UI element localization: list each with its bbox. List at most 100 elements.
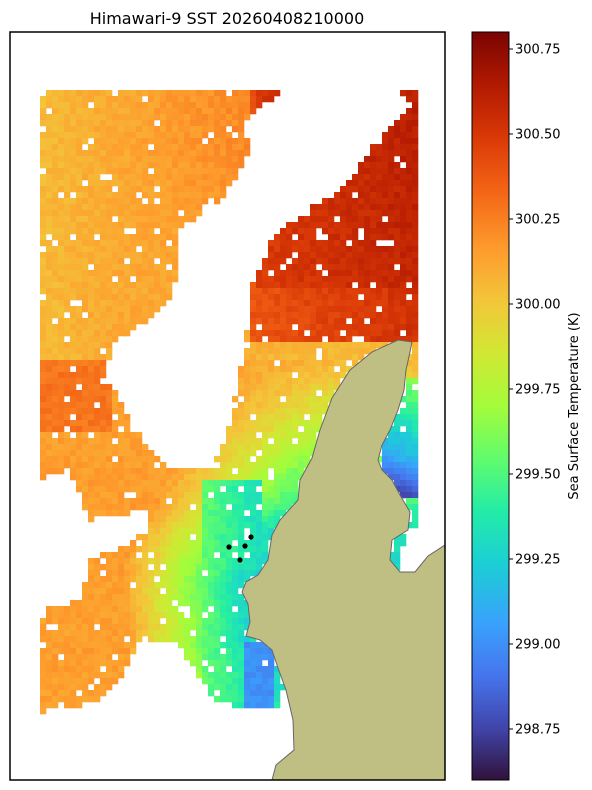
sst-cell: [394, 558, 401, 565]
sst-cell: [268, 690, 275, 697]
sst-cell: [142, 180, 149, 187]
sst-cell: [340, 264, 347, 271]
sst-cell: [52, 138, 59, 145]
sst-cell: [382, 180, 389, 187]
sst-cell: [46, 222, 53, 229]
sst-cell: [352, 276, 359, 283]
sst-cell: [52, 228, 59, 235]
sst-cell: [52, 366, 59, 373]
sst-cell: [106, 120, 113, 127]
sst-cell: [106, 636, 113, 643]
sst-cell: [184, 174, 191, 181]
sst-cell: [394, 426, 401, 433]
sst-cell: [172, 540, 179, 547]
sst-cell: [112, 612, 119, 619]
sst-cell: [220, 180, 227, 187]
sst-cell: [262, 444, 269, 451]
sst-cell: [298, 420, 305, 427]
sst-cell: [406, 438, 413, 445]
sst-cell: [106, 630, 113, 637]
sst-cell: [40, 684, 47, 691]
sst-cell: [286, 444, 293, 451]
sst-cell: [274, 402, 281, 409]
sst-cell: [58, 330, 65, 337]
sst-cell: [172, 474, 179, 481]
sst-cell: [178, 540, 185, 547]
sst-cell: [196, 516, 203, 523]
sst-cell: [82, 120, 89, 127]
sst-cell: [232, 486, 239, 493]
sst-cell: [388, 252, 395, 259]
sst-cell: [46, 606, 53, 613]
sst-cell: [310, 252, 317, 259]
sst-cell: [58, 102, 65, 109]
sst-cell: [364, 270, 371, 277]
sst-cell: [52, 294, 59, 301]
sst-cell: [214, 144, 221, 151]
sst-cell: [190, 564, 197, 571]
sst-cell: [166, 216, 173, 223]
sst-cell: [100, 600, 107, 607]
sst-cell: [256, 390, 263, 397]
sst-cell: [106, 654, 113, 661]
sst-cell: [106, 444, 113, 451]
sst-cell: [58, 306, 65, 313]
sst-cell: [112, 234, 119, 241]
sst-cell: [352, 342, 359, 349]
sst-cell: [46, 90, 53, 97]
sst-cell: [400, 132, 407, 139]
sst-cell: [370, 306, 377, 313]
sst-cell: [304, 366, 311, 373]
sst-cell: [58, 606, 65, 613]
sst-cell: [328, 324, 335, 331]
sst-cell: [46, 150, 53, 157]
sst-cell: [58, 150, 65, 157]
sst-cell: [226, 432, 233, 439]
sst-cell: [382, 450, 389, 457]
sst-cell: [124, 318, 131, 325]
sst-cell: [226, 156, 233, 163]
sst-cell: [130, 564, 137, 571]
sst-cell: [400, 258, 407, 265]
sst-cell: [130, 294, 137, 301]
sst-cell: [244, 420, 251, 427]
sst-cell: [124, 444, 131, 451]
sst-cell: [130, 612, 137, 619]
sst-cell: [358, 246, 365, 253]
sst-cell: [346, 330, 353, 337]
sst-cell: [148, 270, 155, 277]
sst-cell: [94, 690, 101, 697]
sst-cell: [244, 492, 251, 499]
sst-cell: [184, 534, 191, 541]
sst-cell: [124, 630, 131, 637]
sst-cell: [100, 210, 107, 217]
sst-cell: [382, 192, 389, 199]
sst-cell: [394, 564, 401, 571]
sst-cell: [406, 456, 413, 463]
sst-cell: [142, 450, 149, 457]
sst-cell: [202, 576, 209, 583]
sst-cell: [106, 324, 113, 331]
sst-cell: [388, 294, 395, 301]
sst-cell: [238, 372, 245, 379]
sst-cell: [388, 162, 395, 169]
sst-cell: [166, 528, 173, 535]
sst-cell: [160, 540, 167, 547]
sst-cell: [82, 228, 89, 235]
sst-cell: [46, 174, 53, 181]
sst-cell: [148, 558, 155, 565]
sst-cell: [184, 204, 191, 211]
sst-cell: [70, 696, 77, 703]
sst-cell: [106, 192, 113, 199]
sst-cell: [52, 156, 59, 163]
sst-cell: [388, 444, 395, 451]
sst-cell: [268, 366, 275, 373]
sst-cell: [406, 222, 413, 229]
sst-cell: [40, 648, 47, 655]
sst-cell: [298, 438, 305, 445]
sst-cell: [112, 240, 119, 247]
sst-cell: [274, 450, 281, 457]
sst-cell: [352, 204, 359, 211]
sst-cell: [40, 252, 47, 259]
sst-cell: [70, 336, 77, 343]
